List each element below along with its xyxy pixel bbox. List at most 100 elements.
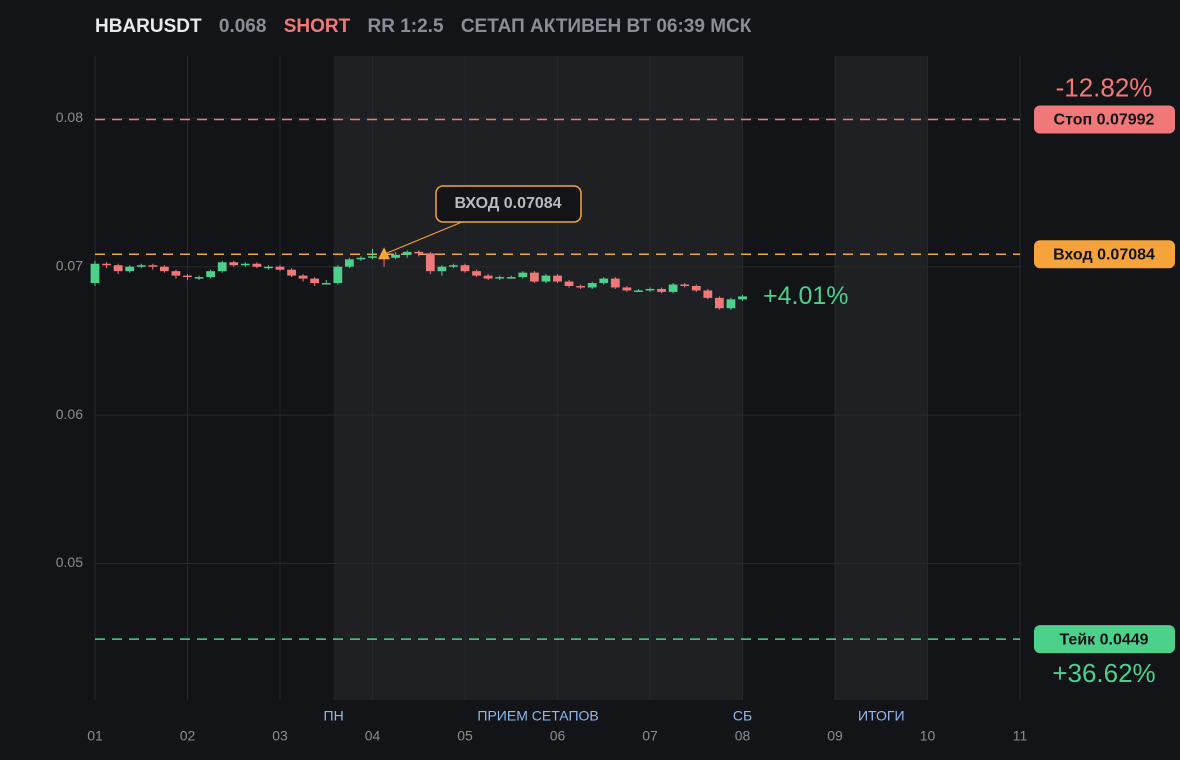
level-percent: -12.82% — [1056, 72, 1153, 102]
candle-body — [298, 275, 308, 279]
candle-body — [437, 266, 447, 272]
candle — [587, 281, 597, 289]
session-label: ПРИЕМ СЕТАПОВ — [477, 708, 598, 724]
entry-callout — [435, 185, 582, 223]
candle — [136, 263, 146, 269]
candle-body — [402, 251, 412, 255]
candle-body — [541, 275, 551, 282]
candle-body — [275, 266, 285, 270]
candle — [634, 288, 643, 292]
candle — [125, 265, 135, 273]
risk-reward: RR 1:2.5 — [367, 16, 444, 37]
level-badge — [1034, 105, 1175, 134]
candle-body — [668, 284, 678, 292]
candle-body — [356, 257, 366, 260]
candle-body — [680, 284, 690, 287]
y-tick-label: 0.05 — [56, 554, 83, 570]
candle-body — [171, 271, 181, 276]
candle — [529, 271, 539, 284]
level-badge — [1034, 240, 1175, 269]
candle-body — [599, 278, 609, 284]
candle — [206, 269, 216, 279]
x-tick-label: 11 — [1013, 728, 1028, 744]
y-tick-label: 0.07 — [56, 257, 83, 273]
candle-body — [125, 266, 135, 272]
side: SHORT — [283, 16, 351, 37]
candle-body — [229, 262, 239, 266]
candle-body — [529, 272, 539, 282]
candle-body — [610, 278, 620, 288]
level-percent: +36.62% — [1052, 658, 1155, 688]
level-label: Тейк 0.0449 — [1059, 631, 1148, 648]
candle — [738, 294, 747, 301]
session-label: СБ — [733, 708, 752, 724]
candle — [553, 274, 562, 284]
candle — [287, 268, 296, 278]
candle-body — [483, 275, 493, 279]
candle — [541, 274, 551, 284]
candle-body — [310, 278, 320, 284]
candle — [472, 269, 481, 278]
candle — [102, 262, 111, 269]
candle — [726, 297, 736, 310]
candle-body — [425, 253, 435, 272]
x-tick-label: 04 — [365, 728, 381, 744]
candle — [622, 286, 632, 292]
level-label: Вход 0.07084 — [1053, 246, 1155, 263]
symbol: HBARUSDT — [95, 16, 202, 37]
candle-body — [194, 277, 204, 279]
candle-body — [587, 283, 597, 288]
candle-body — [576, 286, 586, 288]
x-tick-label: 01 — [87, 728, 103, 744]
session-region — [835, 56, 928, 700]
candle — [252, 262, 262, 269]
candle — [183, 274, 192, 281]
current-change: +4.01% — [763, 282, 849, 310]
level-label: Стоп 0.07992 — [1054, 112, 1155, 129]
candle — [576, 284, 586, 289]
candle — [610, 277, 620, 289]
session-label: ИТОГИ — [858, 708, 905, 724]
x-tick-label: 02 — [180, 728, 196, 744]
candle — [356, 256, 366, 261]
candle-body — [217, 262, 227, 272]
candle-body — [252, 263, 262, 267]
candle-body — [460, 265, 470, 272]
x-tick-label: 08 — [735, 728, 751, 744]
candle — [321, 280, 331, 285]
candle-body — [321, 283, 331, 285]
candle — [113, 263, 123, 275]
candle-body — [240, 263, 250, 266]
candle — [564, 280, 574, 288]
candle — [90, 260, 100, 286]
candle-body — [90, 263, 100, 284]
candle-body — [264, 266, 273, 269]
candle-body — [564, 281, 574, 286]
candle — [645, 287, 655, 292]
candle — [217, 260, 227, 273]
candle — [264, 265, 273, 270]
candle — [368, 248, 377, 260]
candle — [414, 250, 424, 257]
candle-body — [645, 288, 655, 291]
candle — [518, 271, 528, 279]
candle-body — [703, 290, 713, 298]
candle — [391, 251, 401, 260]
candle — [437, 265, 447, 276]
candle-body — [333, 266, 343, 284]
candle-body — [414, 251, 424, 254]
candle — [714, 296, 724, 310]
candle-body — [148, 265, 158, 267]
session-label: ПН — [324, 708, 344, 724]
candle — [495, 275, 505, 281]
status: СЕТАП АКТИВЕН ВТ 06:39 МСК — [460, 16, 752, 37]
candle — [310, 277, 320, 286]
candle-body — [553, 275, 562, 282]
candle-body — [691, 286, 701, 291]
candle — [460, 263, 470, 273]
candle — [333, 265, 343, 285]
entry-callout-label: ВХОД 0.07084 — [454, 195, 561, 212]
level-badge — [1034, 625, 1175, 654]
